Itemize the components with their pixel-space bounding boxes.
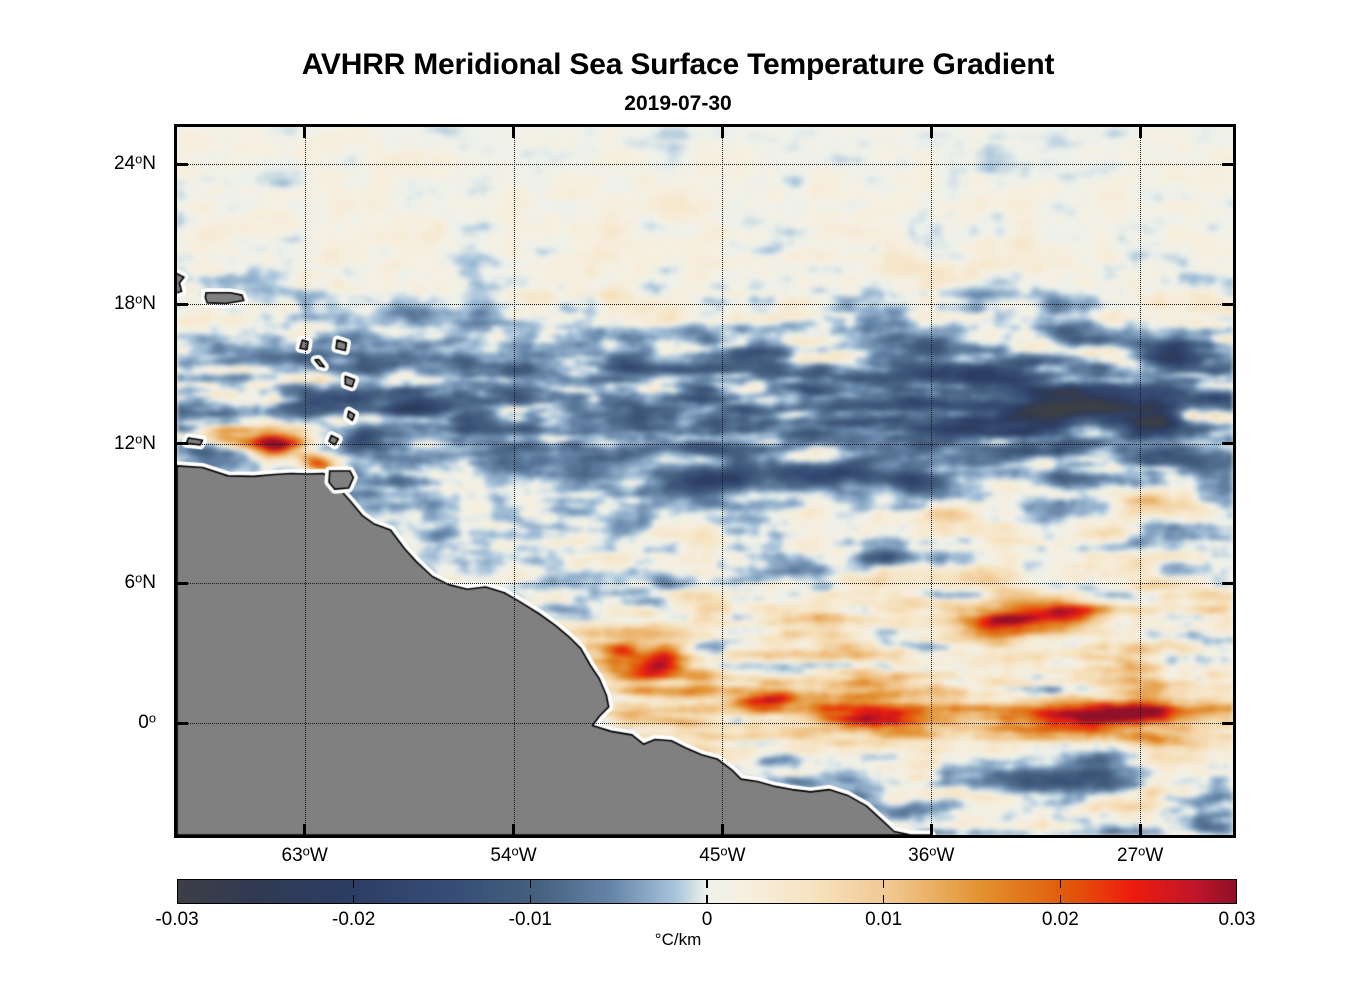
tick-lat (177, 442, 188, 446)
tick-lon (303, 824, 307, 835)
tick-lon (720, 127, 724, 138)
x-axis-tick-label: 27oW (1117, 843, 1164, 866)
sst-gradient-heatmap (177, 127, 1233, 835)
tick-lat (1222, 442, 1233, 446)
x-axis-tick-label: 36oW (908, 843, 955, 866)
colorbar[interactable] (177, 879, 1237, 904)
colorbar-tick-label: 0.01 (865, 909, 903, 930)
colorbar-unit-label: °C/km (654, 930, 702, 949)
colorbar-tick-label: -0.02 (332, 909, 376, 930)
colorbar-tick-label: 0.03 (1218, 909, 1256, 930)
tick-lon (929, 127, 933, 138)
tick-lat (1222, 302, 1233, 306)
x-axis-tick-label: 45oW (699, 843, 746, 866)
tick-lat (1222, 721, 1233, 725)
colorbar-tick-label: 0.02 (1041, 909, 1079, 930)
colorbar-tick-label: -0.01 (508, 909, 552, 930)
tick-lat (177, 581, 188, 585)
tick-lon (720, 824, 724, 835)
y-axis-tick-label: 12oN (113, 431, 156, 454)
y-axis-tick-label: 6oN (124, 571, 157, 594)
y-axis-tick-label: 0o (138, 710, 156, 734)
tick-lon (1138, 127, 1142, 138)
tick-lon (512, 824, 516, 835)
x-axis-tick-label: 54oW (490, 843, 537, 866)
tick-lat (1222, 162, 1233, 166)
page-title: AVHRR Meridional Sea Surface Temperature… (301, 48, 1055, 81)
tick-lon (303, 127, 307, 138)
x-axis-tick-label: 63oW (281, 843, 328, 866)
colorbar-tick-label: -0.03 (155, 909, 199, 930)
page-subtitle: 2019-07-30 (624, 92, 732, 115)
tick-lon (512, 127, 516, 138)
map-raster-container (177, 127, 1233, 835)
colorbar-tick-label: 0 (701, 909, 713, 930)
tick-lon (1138, 824, 1142, 835)
tick-lat (177, 162, 188, 166)
map-plot-area[interactable] (174, 124, 1236, 838)
tick-lon (929, 824, 933, 835)
y-axis-tick-label: 24oN (113, 151, 156, 175)
tick-lat (177, 302, 188, 306)
tick-lat (177, 721, 188, 725)
y-axis-tick-label: 18oN (113, 291, 156, 314)
tick-lat (1222, 581, 1233, 585)
